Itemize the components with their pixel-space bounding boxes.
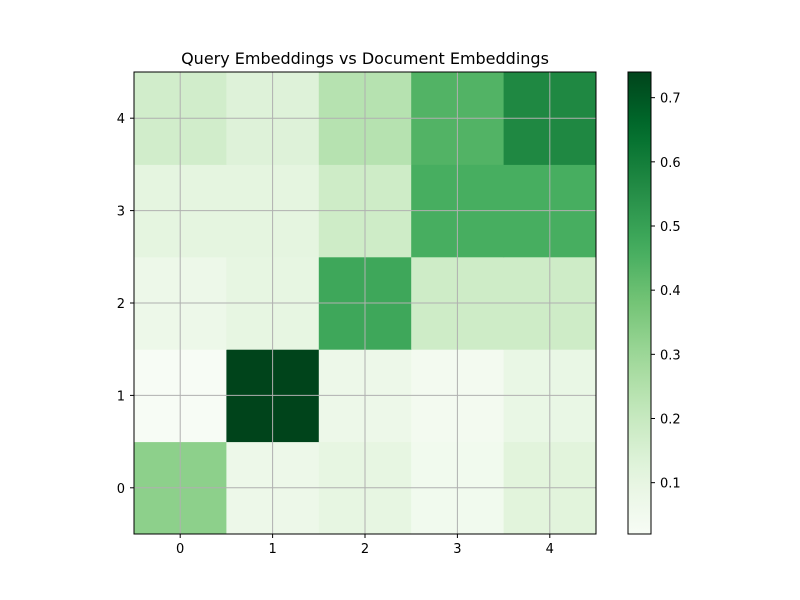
y-axis: 0 1 2 3 4 [117, 112, 134, 497]
colorbar-tick-label: 0.1 [660, 477, 681, 492]
x-tick-label: 1 [268, 542, 276, 557]
colorbar-tick-label: 0.5 [660, 220, 681, 235]
y-tick-label: 4 [117, 112, 125, 127]
colorbar-tick-label: 0.4 [660, 284, 681, 299]
colorbar-tick-label: 0.3 [660, 348, 681, 363]
colorbar-tick-label: 0.6 [660, 156, 681, 171]
y-tick-label: 3 [117, 205, 125, 220]
chart-title: Query Embeddings vs Document Embeddings [181, 49, 549, 68]
grid-lines [134, 72, 596, 534]
colorbar-ticks: 0.1 0.2 0.3 0.4 0.5 0.6 0.7 [651, 92, 681, 492]
x-tick-label: 3 [453, 542, 461, 557]
x-tick-label: 2 [361, 542, 369, 557]
x-axis: 0 1 2 3 4 [176, 534, 554, 557]
y-tick-label: 1 [117, 389, 125, 404]
colorbar-tick-label: 0.7 [660, 92, 681, 107]
y-tick-label: 0 [117, 482, 125, 497]
x-tick-label: 0 [176, 542, 184, 557]
colorbar [627, 71, 652, 535]
x-tick-label: 4 [546, 542, 554, 557]
y-tick-label: 2 [117, 297, 125, 312]
colorbar-tick-label: 0.2 [660, 413, 681, 428]
